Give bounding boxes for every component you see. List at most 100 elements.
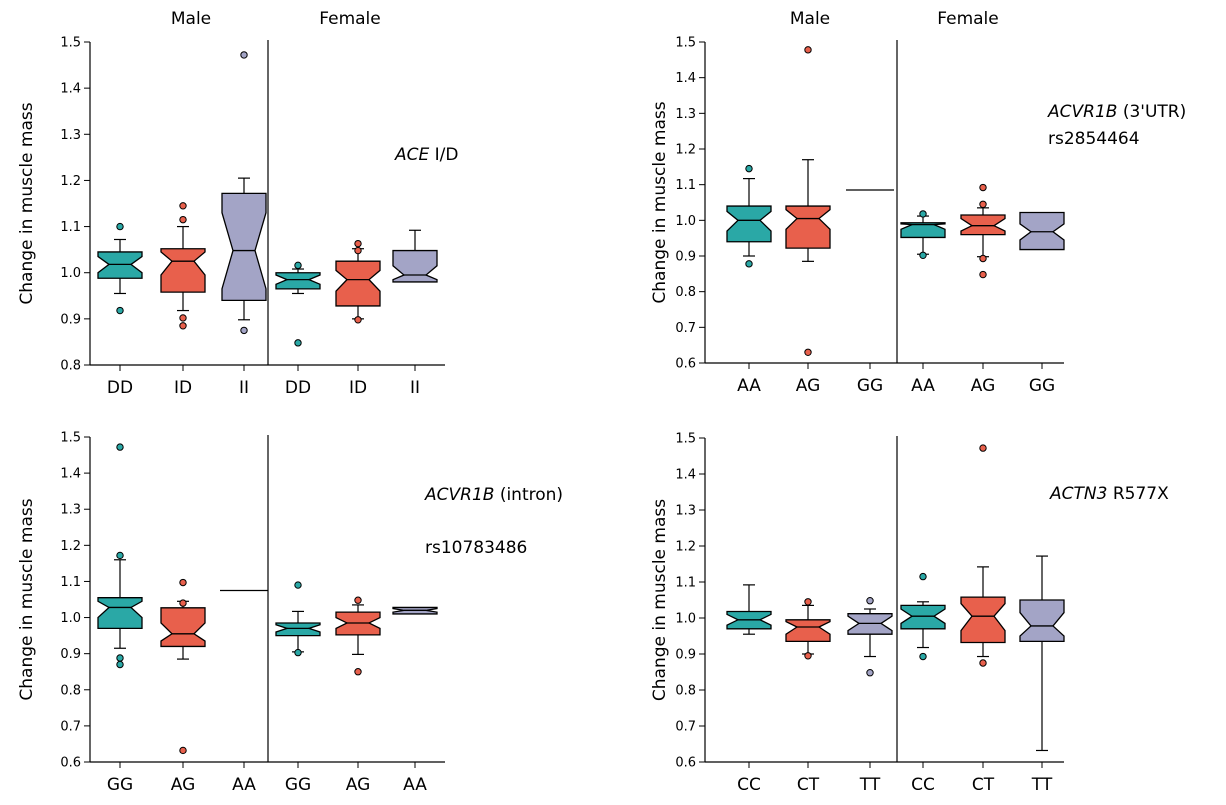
x-tick-label: CT <box>797 775 820 795</box>
outlier-point <box>116 551 124 560</box>
gene-annotation-part: (3'UTR) <box>1117 102 1186 122</box>
group-label-female: Female <box>319 9 380 29</box>
box-female-ct: CT <box>960 444 1006 795</box>
x-tick-label: II <box>239 378 249 398</box>
box-male-id: ID <box>160 202 206 398</box>
y-tick-label: 1.0 <box>60 611 81 626</box>
y-tick-label: 1.0 <box>675 612 696 627</box>
y-tick-label: 0.6 <box>675 357 696 372</box>
box-female-cc: CC <box>900 572 946 795</box>
outlier-point <box>919 652 927 661</box>
outlier-point <box>979 183 987 192</box>
gene-annotation: ACVR1B (intron) <box>424 485 563 505</box>
chart-panel-4: 0.6 0.7 0.8 0.9 1.0 1.1 1.2 1.3 1.4 1.5 Change in … <box>650 432 1169 796</box>
x-tick-label: DD <box>107 378 133 398</box>
outlier-point <box>866 669 874 677</box>
box-female-ag: AG <box>960 183 1006 396</box>
notched-box <box>97 597 143 630</box>
y-tick-label: 1.3 <box>60 128 81 143</box>
outlier-point <box>354 596 362 604</box>
box-female-dd: DD <box>275 261 321 398</box>
outlier-point <box>745 164 753 173</box>
outlier-point <box>919 251 927 259</box>
notched-box <box>275 622 321 637</box>
outlier-point <box>179 746 187 755</box>
box-male-tt: TT <box>847 597 893 795</box>
box-female-ii: II <box>392 229 438 398</box>
group-label-female: Female <box>937 9 998 29</box>
y-tick-label: 0.7 <box>60 719 81 734</box>
y-tick-label: 1.0 <box>675 214 696 229</box>
outlier-point <box>294 339 302 347</box>
outlier-point <box>866 597 874 605</box>
x-tick-label: TT <box>859 775 881 795</box>
y-tick-label: 1.2 <box>675 143 696 158</box>
x-tick-label: DD <box>285 378 311 398</box>
outlier-point <box>354 239 362 248</box>
x-tick-label: AG <box>346 775 371 795</box>
outlier-point <box>354 246 362 255</box>
box-female-aa: AA <box>900 210 946 396</box>
outlier-point <box>116 306 124 315</box>
outlier-point <box>240 326 248 335</box>
notched-box <box>392 249 438 283</box>
outlier-point <box>179 578 187 587</box>
outlier-point <box>979 659 987 667</box>
notched-box <box>1019 211 1065 251</box>
y-tick-label: 1.3 <box>60 503 81 518</box>
notched-box <box>160 248 206 293</box>
y-tick-label: 1.2 <box>60 539 81 554</box>
y-tick-label: 1.1 <box>60 575 81 590</box>
chart-panel-2: 0.6 0.7 0.8 0.9 1.0 1.1 1.2 1.3 1.4 1.5 Change in … <box>650 9 1186 396</box>
notched-box <box>1019 599 1065 643</box>
x-tick-label: ID <box>349 378 367 398</box>
gene-annotation-part: ACTN3 <box>1049 484 1107 504</box>
y-tick-label: 1.4 <box>675 468 696 483</box>
x-tick-label: AG <box>796 376 821 396</box>
outlier-point <box>354 316 362 324</box>
x-tick-label: AA <box>232 775 256 795</box>
box-male-ct: CT <box>785 598 831 795</box>
x-tick-label: ID <box>174 378 192 398</box>
y-tick-label: 1.0 <box>60 266 81 281</box>
box-female-gg: GG <box>1019 211 1065 396</box>
notched-box <box>221 192 267 302</box>
y-tick-label: 1.3 <box>675 504 696 519</box>
notched-box <box>900 222 946 239</box>
outlier-point <box>804 598 812 606</box>
y-tick-label: 1.2 <box>60 174 81 189</box>
outlier-point <box>804 46 812 54</box>
y-tick-label: 1.1 <box>675 178 696 193</box>
box-female-aa: AA <box>392 606 438 795</box>
box-male-dd: DD <box>97 222 143 398</box>
chart-panel-1: 0.8 0.9 1.0 1.1 1.2 1.3 1.4 1.5 Change in muscle… <box>17 9 459 398</box>
notched-box <box>335 260 381 307</box>
gene-annotation: ACVR1B (3'UTR) <box>1047 102 1186 122</box>
outlier-point <box>294 581 302 589</box>
outlier-point <box>179 215 187 224</box>
y-tick-label: 1.4 <box>60 82 81 97</box>
y-tick-label: 0.9 <box>675 648 696 663</box>
y-tick-label: 1.5 <box>60 431 81 446</box>
y-tick-label: 1.4 <box>60 467 81 482</box>
y-tick-label: 0.9 <box>60 312 81 327</box>
gene-annotation-part: (intron) <box>494 485 563 505</box>
x-tick-label: TT <box>1031 775 1053 795</box>
y-tick-label: 0.6 <box>60 756 81 771</box>
gene-annotation: ACTN3 R577X <box>1049 484 1169 504</box>
gene-annotation-part: I/D <box>429 145 458 165</box>
outlier-point <box>179 322 187 330</box>
outlier-point <box>179 599 187 607</box>
y-tick-label: 1.5 <box>60 36 81 51</box>
x-tick-label: AG <box>171 775 196 795</box>
outlier-point <box>116 654 124 662</box>
y-tick-label: 0.7 <box>675 720 696 735</box>
x-tick-label: GG <box>107 775 133 795</box>
outlier-point <box>179 202 187 210</box>
box-male-ag: AG <box>160 578 206 795</box>
x-tick-label: CC <box>911 775 935 795</box>
x-tick-label: CT <box>972 775 995 795</box>
gene-annotation-part: ACVR1B <box>1047 102 1117 122</box>
y-axis-label: Change in muscle mass <box>17 102 37 304</box>
